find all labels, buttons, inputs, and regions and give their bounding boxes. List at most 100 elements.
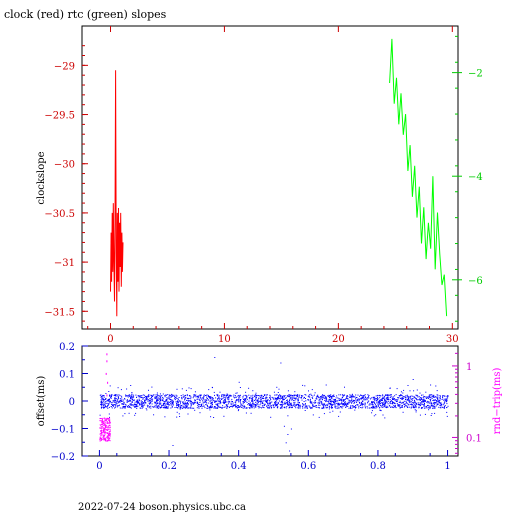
offset-point (104, 399, 106, 401)
offset-point (317, 395, 318, 397)
offset-point (122, 399, 124, 401)
offset-point (249, 402, 251, 404)
rndtrip-point (104, 418, 106, 420)
rndtrip-point (105, 417, 107, 419)
offset-point (246, 399, 248, 401)
offset-point (332, 396, 334, 398)
offset-point (407, 407, 409, 408)
offset-point (255, 395, 257, 397)
offset-point (291, 397, 293, 399)
offset-point (412, 402, 414, 404)
offset-point (222, 394, 224, 396)
offset-point (251, 403, 253, 405)
offset-point (432, 407, 434, 409)
offset-point (140, 407, 142, 409)
offset-point (199, 396, 201, 398)
offset-point (108, 399, 110, 401)
offset-point (129, 399, 130, 401)
offset-point (255, 401, 257, 403)
offset-point (114, 404, 116, 406)
rndtrip-point (106, 427, 108, 428)
offset-point (352, 406, 354, 408)
offset-point (214, 400, 216, 402)
offset-point (180, 400, 182, 402)
offset-point (116, 400, 118, 402)
offset-point (205, 404, 207, 406)
offset-point (384, 400, 386, 402)
offset-point (287, 400, 289, 402)
offset-point (262, 400, 264, 402)
offset-point (144, 401, 146, 403)
offset-point (255, 406, 257, 408)
offset-point (166, 405, 168, 407)
offset-point (296, 394, 298, 396)
offset-point (331, 404, 333, 406)
offset-point (284, 406, 286, 408)
offset-point (379, 399, 381, 401)
offset-point (267, 402, 269, 404)
rndtrip-point (103, 429, 105, 431)
offset-point (440, 403, 442, 405)
offset-point (392, 399, 393, 400)
offset-point (238, 406, 240, 408)
offset-point (266, 394, 268, 396)
offset-point (157, 399, 159, 401)
offset-point (287, 415, 289, 417)
offset-point (157, 397, 159, 399)
offset-point (199, 402, 201, 403)
rndtrip-point (109, 417, 111, 419)
offset-point (136, 399, 138, 401)
offset-point (296, 395, 298, 396)
offset-point (443, 395, 445, 397)
offset-point (152, 400, 153, 402)
offset-point (442, 397, 443, 399)
offset-point (423, 407, 425, 409)
offset-point (423, 398, 425, 400)
offset-point (111, 394, 113, 396)
offset-point (290, 397, 292, 399)
offset-point (362, 397, 364, 399)
offset-point (436, 403, 438, 405)
offset-point (438, 399, 440, 401)
offset-point (158, 405, 160, 407)
offset-point (155, 401, 157, 403)
offset-point (235, 392, 237, 394)
offset-point (282, 404, 283, 406)
offset-point (115, 406, 117, 408)
offset-point (372, 405, 374, 407)
offset-point (169, 398, 171, 400)
offset-point (341, 407, 343, 409)
offset-point (283, 398, 285, 400)
offset-point (338, 404, 340, 406)
offset-point (185, 389, 187, 391)
offset-point (198, 404, 200, 406)
offset-point (274, 401, 276, 403)
offset-point (431, 394, 433, 396)
offset-point (252, 402, 254, 404)
offset-point (256, 395, 258, 397)
offset-point (395, 407, 397, 409)
offset-point (337, 397, 339, 399)
offset-point (326, 398, 328, 400)
offset-point (434, 403, 435, 405)
offset-point (443, 406, 445, 408)
offset-point (350, 394, 352, 396)
offset-point (351, 394, 353, 396)
offset-point (182, 396, 184, 398)
offset-point (382, 414, 384, 416)
offset-point (290, 403, 292, 405)
offset-point (337, 404, 339, 406)
offset-point (140, 404, 142, 406)
rndtrip-point (103, 421, 105, 423)
offset-point (240, 394, 241, 396)
offset-point (380, 402, 382, 404)
offset-point (280, 401, 282, 403)
offset-point (142, 405, 144, 407)
offset-point (378, 405, 380, 407)
offset-point (423, 405, 425, 407)
offset-point (170, 407, 172, 409)
offset-point (397, 404, 399, 406)
rndtrip-point (101, 421, 103, 423)
offset-point (251, 406, 253, 408)
offset-point (115, 398, 117, 400)
